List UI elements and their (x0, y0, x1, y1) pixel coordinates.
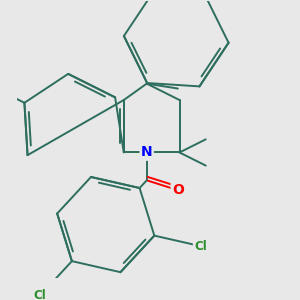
Text: Cl: Cl (34, 289, 46, 300)
Text: O: O (172, 183, 184, 197)
Text: N: N (141, 146, 152, 160)
Text: Cl: Cl (194, 240, 207, 253)
